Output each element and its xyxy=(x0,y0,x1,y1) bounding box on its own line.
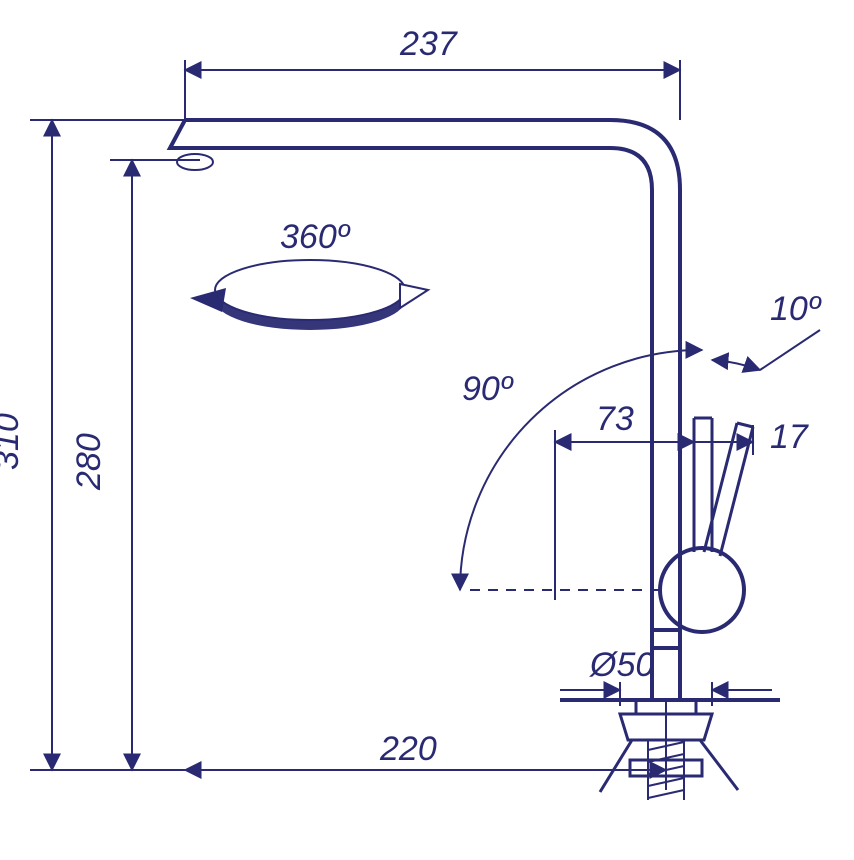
swivel-label: 360º xyxy=(280,218,351,256)
dim-280-label: 280 xyxy=(70,433,108,491)
angle-10: 10º xyxy=(712,290,822,370)
swivel-icon: 360º xyxy=(190,218,428,330)
faucet-dimension-drawing: 360º 237 310 280 220 90º 10º xyxy=(0,0,854,860)
dim-310-label: 310 xyxy=(0,413,26,470)
dim-73-label: 73 xyxy=(596,400,634,438)
dim-50-label: Ø50 xyxy=(589,646,654,684)
dim-73: 73 xyxy=(555,400,694,600)
dim-base-220: 220 xyxy=(185,700,666,790)
dim-top-237: 237 xyxy=(185,25,680,120)
angle-90-label: 90º xyxy=(462,370,514,408)
dim-top-label: 237 xyxy=(399,25,458,63)
dim-dia50: Ø50 xyxy=(560,646,772,706)
dim-17-label: 17 xyxy=(770,418,809,456)
faucet-outline xyxy=(170,120,780,800)
angle-90: 90º xyxy=(460,350,702,590)
dim-220-label: 220 xyxy=(379,730,437,768)
angle-10-label: 10º xyxy=(770,290,822,328)
dim-height-280: 280 xyxy=(70,160,200,770)
